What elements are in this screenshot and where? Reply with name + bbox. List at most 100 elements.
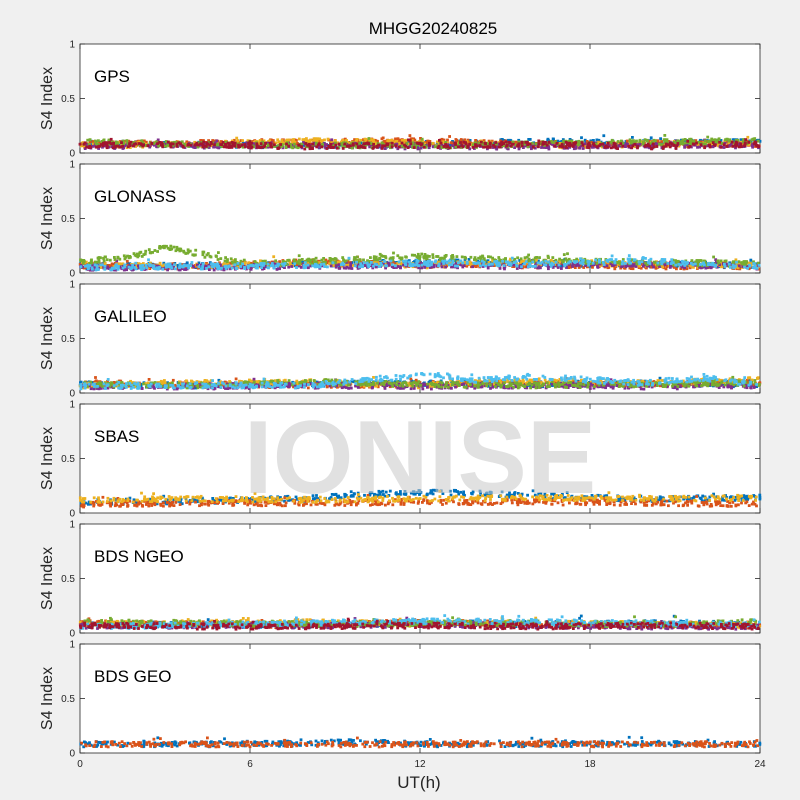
data-point bbox=[322, 260, 325, 264]
data-point bbox=[419, 264, 422, 268]
data-point bbox=[128, 262, 132, 266]
data-point bbox=[474, 143, 477, 146]
data-point bbox=[355, 259, 359, 262]
data-point bbox=[391, 258, 395, 262]
data-point bbox=[572, 142, 575, 145]
chart-title: MHGG20240825 bbox=[369, 19, 498, 38]
data-point bbox=[423, 256, 426, 260]
data-point bbox=[590, 143, 594, 146]
data-point bbox=[181, 144, 185, 148]
data-point bbox=[757, 263, 761, 267]
data-point bbox=[738, 261, 741, 265]
data-point bbox=[371, 147, 375, 150]
data-point bbox=[112, 142, 115, 145]
data-point bbox=[438, 139, 441, 142]
data-point bbox=[474, 139, 477, 142]
data-point bbox=[376, 261, 379, 264]
data-point bbox=[705, 266, 708, 269]
data-point bbox=[100, 140, 104, 143]
data-point bbox=[95, 260, 99, 264]
data-point bbox=[584, 261, 588, 265]
data-point bbox=[230, 139, 234, 143]
data-point bbox=[564, 257, 568, 261]
data-point bbox=[298, 259, 302, 262]
data-point bbox=[334, 265, 338, 269]
data-point bbox=[87, 143, 91, 146]
data-point bbox=[644, 261, 647, 265]
data-point bbox=[631, 267, 635, 271]
data-point bbox=[698, 265, 701, 269]
data-point bbox=[297, 137, 301, 141]
data-point bbox=[581, 147, 585, 150]
data-point bbox=[608, 140, 612, 144]
data-point bbox=[575, 257, 579, 261]
y-tick-label: 1 bbox=[69, 160, 75, 171]
data-point bbox=[396, 254, 400, 258]
data-point bbox=[679, 267, 683, 270]
data-point bbox=[750, 138, 754, 142]
data-point bbox=[755, 144, 759, 147]
data-point bbox=[222, 267, 225, 271]
data-point bbox=[660, 140, 663, 143]
data-point bbox=[428, 255, 431, 258]
data-point bbox=[513, 263, 516, 267]
data-point bbox=[118, 265, 122, 269]
data-point bbox=[450, 144, 454, 148]
data-point bbox=[168, 247, 172, 251]
data-point bbox=[483, 145, 487, 149]
data-point bbox=[224, 143, 228, 147]
data-point bbox=[165, 244, 168, 248]
data-point bbox=[282, 264, 286, 268]
data-point bbox=[229, 257, 233, 261]
data-point bbox=[129, 140, 133, 144]
data-point bbox=[604, 260, 607, 264]
data-point bbox=[351, 142, 355, 146]
data-point bbox=[737, 143, 740, 147]
data-point bbox=[368, 260, 371, 263]
data-point bbox=[241, 145, 245, 149]
data-point bbox=[196, 266, 200, 270]
data-point bbox=[564, 140, 568, 144]
data-point bbox=[91, 142, 95, 146]
data-point bbox=[358, 258, 362, 261]
data-point bbox=[326, 265, 329, 269]
data-point bbox=[148, 141, 152, 145]
data-point bbox=[166, 143, 170, 147]
data-point bbox=[523, 144, 527, 148]
data-point bbox=[201, 143, 205, 147]
data-point bbox=[186, 251, 189, 255]
data-point bbox=[451, 254, 454, 257]
data-point bbox=[279, 263, 282, 267]
data-point bbox=[675, 267, 678, 271]
data-point bbox=[391, 256, 395, 259]
data-point bbox=[568, 144, 571, 148]
data-point bbox=[475, 144, 479, 148]
data-point bbox=[220, 143, 224, 147]
data-point bbox=[648, 262, 652, 265]
data-point bbox=[723, 141, 727, 145]
data-point bbox=[577, 266, 581, 269]
data-point bbox=[534, 142, 538, 146]
data-point bbox=[261, 140, 264, 144]
data-point bbox=[570, 139, 573, 143]
data-point bbox=[249, 146, 253, 150]
data-point bbox=[102, 256, 105, 260]
data-point bbox=[383, 147, 387, 150]
data-point bbox=[688, 142, 692, 146]
data-point bbox=[625, 264, 628, 267]
data-point bbox=[283, 266, 286, 269]
data-point bbox=[696, 264, 700, 267]
data-point bbox=[387, 264, 391, 267]
data-point bbox=[239, 263, 243, 267]
data-point bbox=[638, 140, 642, 143]
data-point bbox=[742, 138, 745, 141]
data-point bbox=[614, 258, 618, 261]
data-point bbox=[584, 260, 587, 264]
data-point bbox=[158, 264, 162, 267]
data-point bbox=[140, 255, 144, 258]
data-point bbox=[657, 265, 661, 268]
data-point bbox=[93, 265, 97, 269]
data-point bbox=[529, 145, 532, 148]
data-point bbox=[88, 140, 92, 144]
data-point bbox=[590, 260, 593, 264]
